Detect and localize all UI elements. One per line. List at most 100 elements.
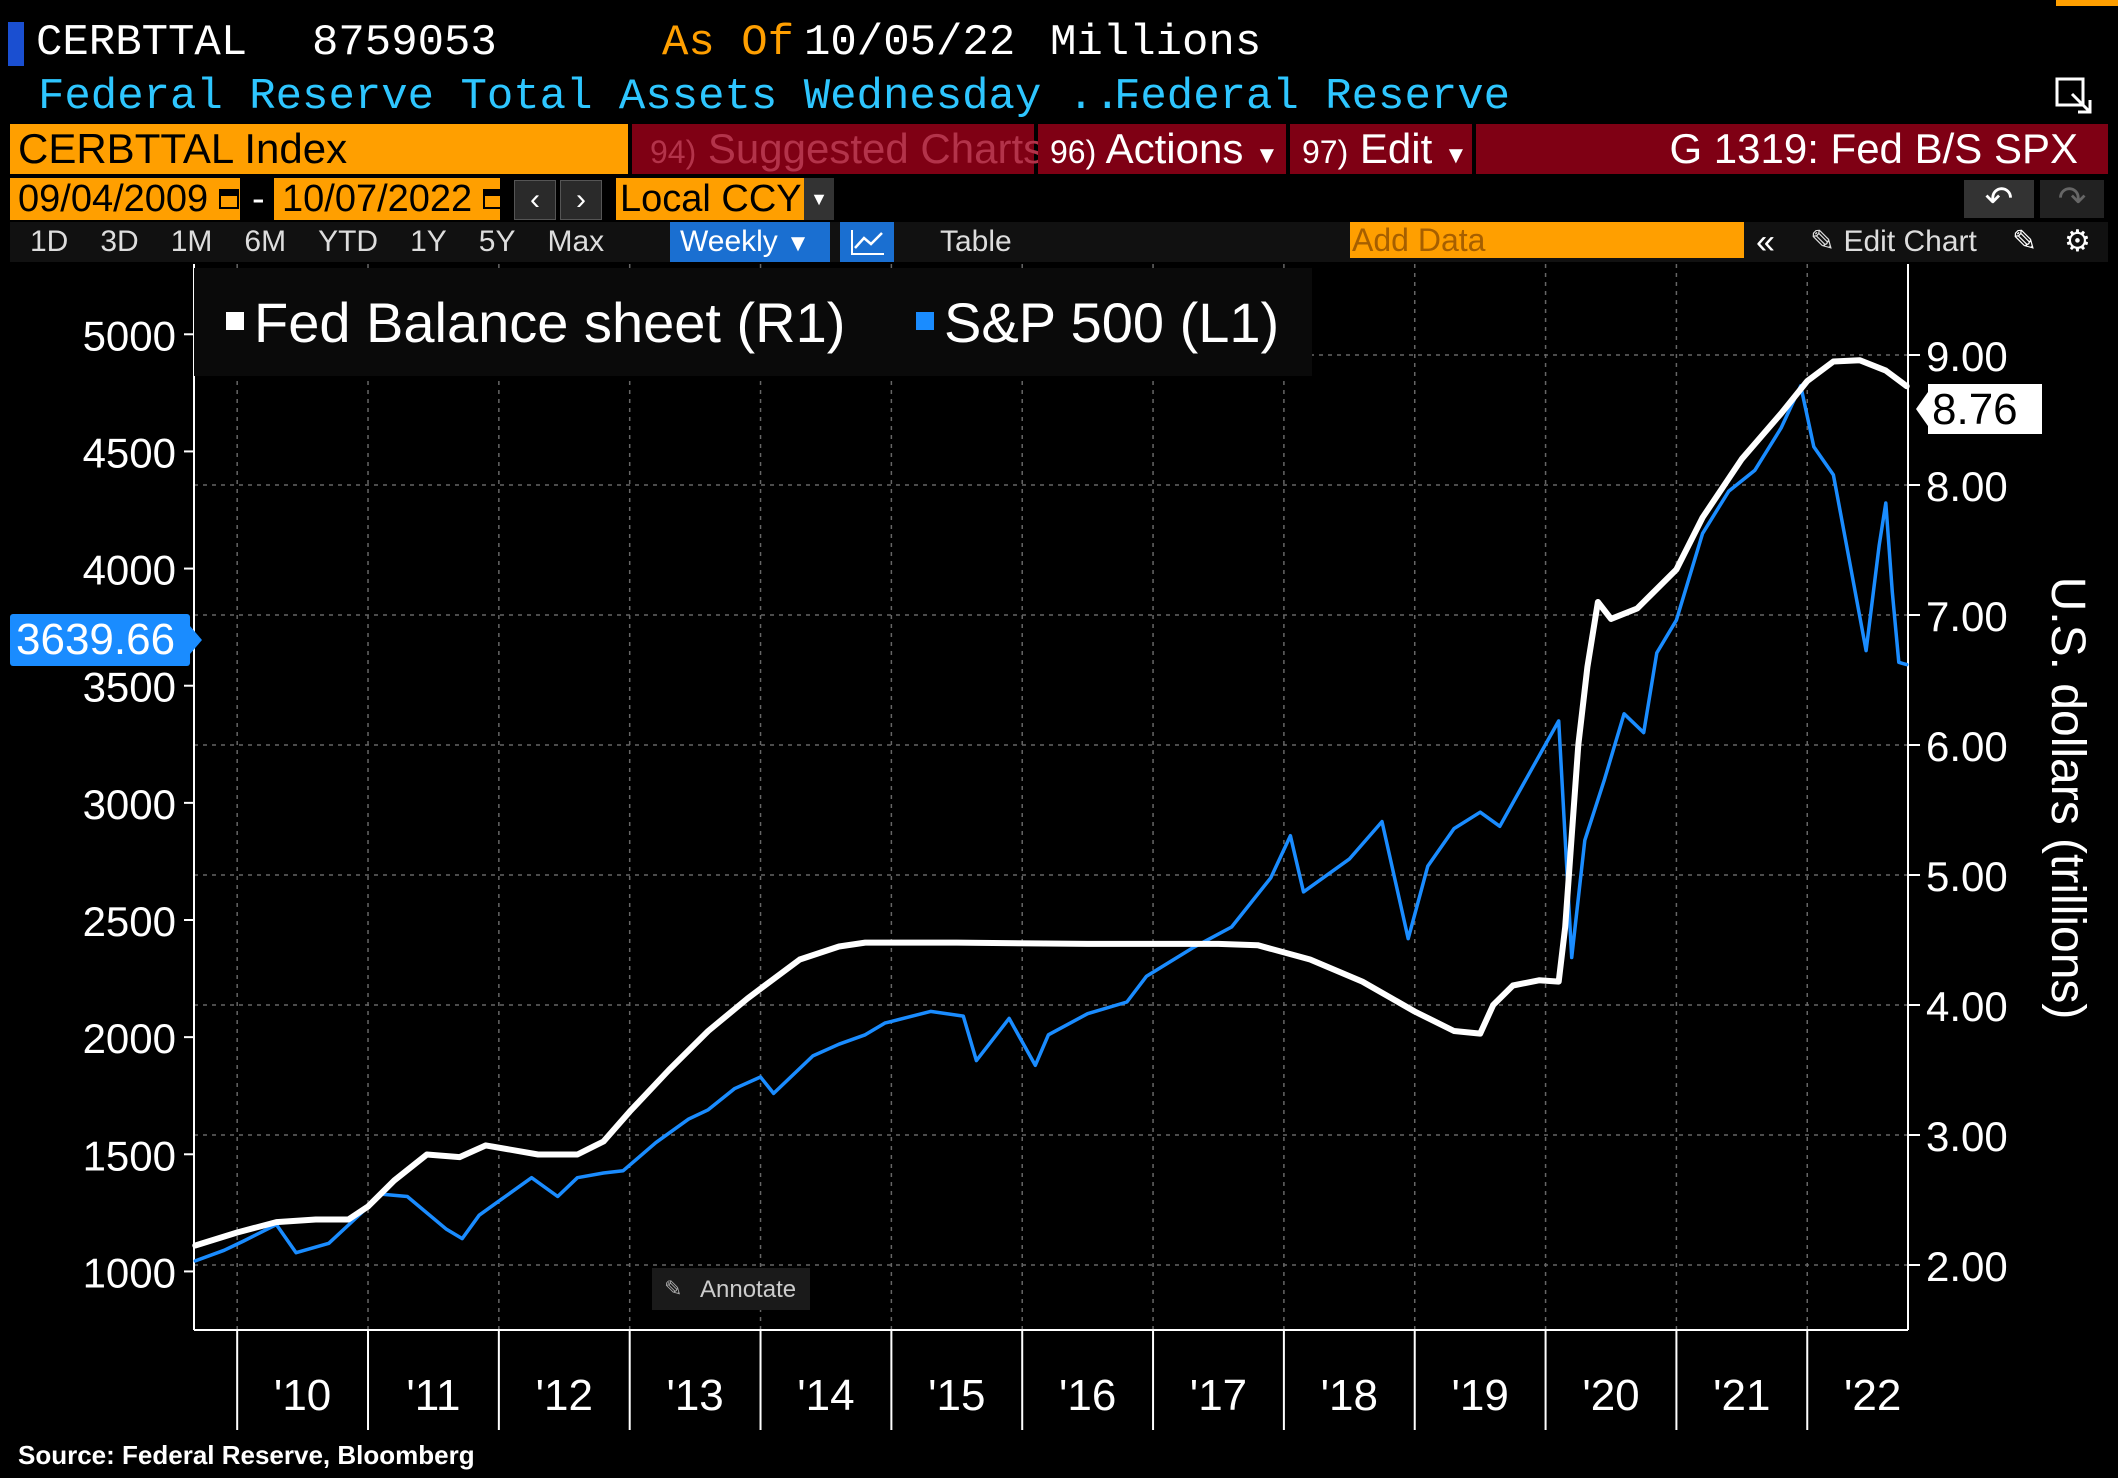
legend-background (194, 268, 1312, 376)
end-date-field[interactable]: 10/07/2022 (274, 178, 500, 220)
timeframe-max[interactable]: Max (547, 225, 605, 258)
source-footer: Source: Federal Reserve, Bloomberg (18, 1440, 475, 1470)
collapse-double-chevron-icon[interactable]: « (1756, 223, 1775, 261)
x-tick-label: '18 (1321, 1371, 1378, 1420)
units-label: Millions (1050, 18, 1262, 68)
right-tick-label: 4.00 (1926, 983, 2008, 1030)
redo-button[interactable]: ↷ (2040, 180, 2104, 218)
line-chart-icon (851, 230, 884, 255)
edit-caret-icon: ▼ (1443, 142, 1468, 169)
edit-button[interactable]: 97) Edit ▼ (1290, 124, 1472, 174)
period-caret-icon: ▼ (786, 230, 810, 257)
x-tick-label: '21 (1713, 1371, 1770, 1420)
line-chart-toggle[interactable] (840, 222, 894, 262)
actions-caret-icon: ▼ (1255, 142, 1279, 169)
as-of-date: 10/05/22 (804, 18, 1016, 68)
period-select[interactable]: Weekly ▼ (670, 222, 830, 262)
x-axis-ticks: '10 '11 '12 '13 '14 '15 '16 '17 '18 '19 '20 '21 '22 (236, 1330, 1901, 1430)
right-tick-label: 7.00 (1926, 593, 2008, 640)
period-value: Weekly (680, 225, 778, 258)
timeframe-6m[interactable]: 6M (244, 225, 287, 258)
timeframe-5y[interactable]: 5Y (478, 225, 516, 258)
timeframe-3d[interactable]: 3D (100, 225, 139, 258)
fed-balance-sheet-line (192, 357, 1910, 1249)
x-tick-label: '19 (1451, 1371, 1508, 1420)
gear-icon[interactable]: ⚙ (2064, 225, 2091, 258)
last-value-right-box (1928, 384, 2042, 434)
end-date-text: 10/07/2022 (282, 178, 473, 220)
legend: Fed Balance sheet (R1) S&P 500 (L1) (194, 268, 1312, 376)
table-toggle[interactable]: Table (940, 225, 1012, 258)
chevron-right-icon: › (576, 183, 586, 216)
chevron-left-icon: ‹ (530, 183, 540, 216)
left-tick-label: 2500 (83, 898, 176, 945)
add-data-placeholder: Add Data (1352, 222, 1486, 258)
gridlines (194, 264, 1908, 1330)
add-data-input[interactable]: Add Data (1350, 222, 1744, 258)
x-tick-label: '17 (1190, 1371, 1247, 1420)
annotate-pencil-icon: ✎ (664, 1276, 682, 1301)
security-field-text: CERBTTAL Index (18, 125, 348, 172)
timeframe-buttons: 1D 3D 1M 6M YTD 1Y 5Y Max (14, 222, 620, 262)
timeframe-1m[interactable]: 1M (170, 225, 213, 258)
suggested-charts-button[interactable]: 94) Suggested Charts (632, 124, 1044, 174)
next-range-button[interactable]: › (560, 180, 602, 220)
actions-button[interactable]: 96) Actions ▼ (1038, 124, 1286, 174)
pencil-icon: ✎ (1810, 225, 1836, 258)
suggested-charts-number: 94) (650, 134, 697, 170)
left-tick-label: 3000 (83, 781, 176, 828)
last-value-right: 8.76 (1932, 385, 2018, 434)
chart-settings-pencil-icon[interactable]: ✎ (2012, 225, 2038, 258)
suggested-charts-label: Suggested Charts (707, 125, 1045, 172)
as-of-label: As Of (662, 18, 795, 68)
left-tick-label: 1500 (83, 1132, 176, 1179)
x-tick-label: '11 (406, 1371, 460, 1420)
left-tick-label: 4000 (83, 547, 176, 594)
data-source-name: Federal Reserve (1114, 72, 1511, 122)
popout-icon[interactable] (2054, 76, 2094, 116)
sp500-line (193, 384, 1909, 1263)
currency-caret-icon: ▼ (804, 178, 834, 220)
undo-button[interactable]: ↶ (1964, 180, 2034, 218)
last-value-left: 3639.66 (16, 615, 175, 664)
left-tick-label: 5000 (83, 312, 176, 359)
end-calendar-icon[interactable] (482, 186, 504, 210)
security-field[interactable]: CERBTTAL Index (10, 124, 628, 174)
actions-number: 96) (1050, 134, 1097, 170)
start-calendar-icon[interactable] (218, 186, 240, 210)
edit-chart-label: Edit Chart (1843, 225, 1977, 258)
annotate-background[interactable] (652, 1268, 810, 1310)
left-tick-label: 3500 (83, 664, 176, 711)
ticker-color-swatch (8, 22, 24, 66)
last-value-right-pointer (1916, 392, 1928, 426)
start-date-field[interactable]: 09/04/2009 (10, 178, 240, 220)
legend-label-spx: S&P 500 (L1) (944, 291, 1279, 354)
timeframe-1d[interactable]: 1D (30, 225, 69, 258)
annotate-button[interactable]: ✎ Annotate (652, 1268, 810, 1310)
right-tick-label: 3.00 (1926, 1113, 2008, 1160)
right-tick-label: 8.00 (1926, 463, 2008, 510)
chart-area: '10'11'12'13'14'15'16'17'18'19'20'21'22 … (10, 264, 2094, 1430)
previous-range-button[interactable]: ‹ (514, 180, 556, 220)
last-value-right-tag: 8.76 (1916, 384, 2042, 434)
last-value-left-tag: 3639.66 (10, 614, 202, 666)
x-tick-label: '13 (666, 1371, 723, 1420)
timeframe-ytd[interactable]: YTD (318, 225, 379, 258)
x-tick-label: '20 (1582, 1371, 1639, 1420)
x-tick-label: '14 (797, 1371, 854, 1420)
x-tick-label: '16 (1059, 1371, 1116, 1420)
currency-select[interactable]: Local CCY ▼ (616, 178, 834, 220)
actions-label: Actions (1105, 125, 1244, 172)
chart-title: G 1319: Fed B/S SPX (1669, 125, 2078, 172)
timeframe-1y[interactable]: 1Y (410, 225, 447, 258)
currency-value: Local CCY (620, 178, 802, 220)
right-axis-ticks: 9.00 8.00 7.00 6.00 5.00 4.00 3.00 2.00 (1908, 333, 2008, 1290)
edit-number: 97) (1302, 134, 1349, 170)
right-tick-label: 6.00 (1926, 723, 2008, 770)
series-description: Federal Reserve Total Assets Wednesday .… (38, 72, 1147, 122)
legend-label-fed: Fed Balance sheet (R1) (254, 291, 845, 354)
chart-title-bar: G 1319: Fed B/S SPX (1476, 124, 2108, 174)
right-tick-label: 2.00 (1926, 1243, 2008, 1290)
ticker-value: 8759053 (312, 18, 497, 68)
edit-chart-button[interactable]: ✎ Edit Chart (1810, 222, 1977, 262)
